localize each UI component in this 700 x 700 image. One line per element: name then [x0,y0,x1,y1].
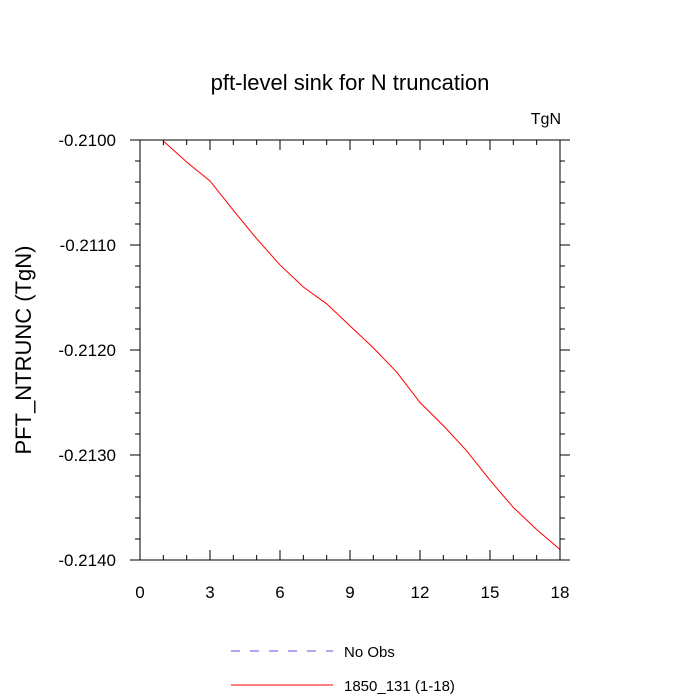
y-tick-label: -0.2100 [58,131,116,150]
x-tick-label: 18 [551,583,570,602]
plot-frame [139,139,561,561]
x-tick-label: 12 [411,583,430,602]
x-tick-label: 3 [205,583,214,602]
chart-title: pft-level sink for N truncation [211,70,490,95]
y-axis-label: PFT_NTRUNC (TgN) [11,246,36,455]
legend-label: 1850_131 (1-18) [344,678,455,695]
y-tick-label: -0.2130 [58,446,116,465]
x-tick-label: 0 [135,583,144,602]
series-line [162,140,561,550]
legend-label: No Obs [344,644,395,661]
y-tick-label: -0.2110 [60,236,116,255]
y-tick-label: -0.2140 [58,551,116,570]
legend: No Obs 1850_131 (1-18) [231,644,455,695]
x-tick-label: 15 [481,583,500,602]
x-tick-label: 9 [345,583,354,602]
line-layer [162,140,561,550]
y-tick-label: -0.2120 [58,341,116,360]
tick-layer: 0 3 6 9 12 15 18 -0.2100 -0.2110 -0.2120 -0.2130 -0… [58,131,570,602]
x-tick-label: 6 [275,583,284,602]
units-label: TgN [531,111,561,128]
